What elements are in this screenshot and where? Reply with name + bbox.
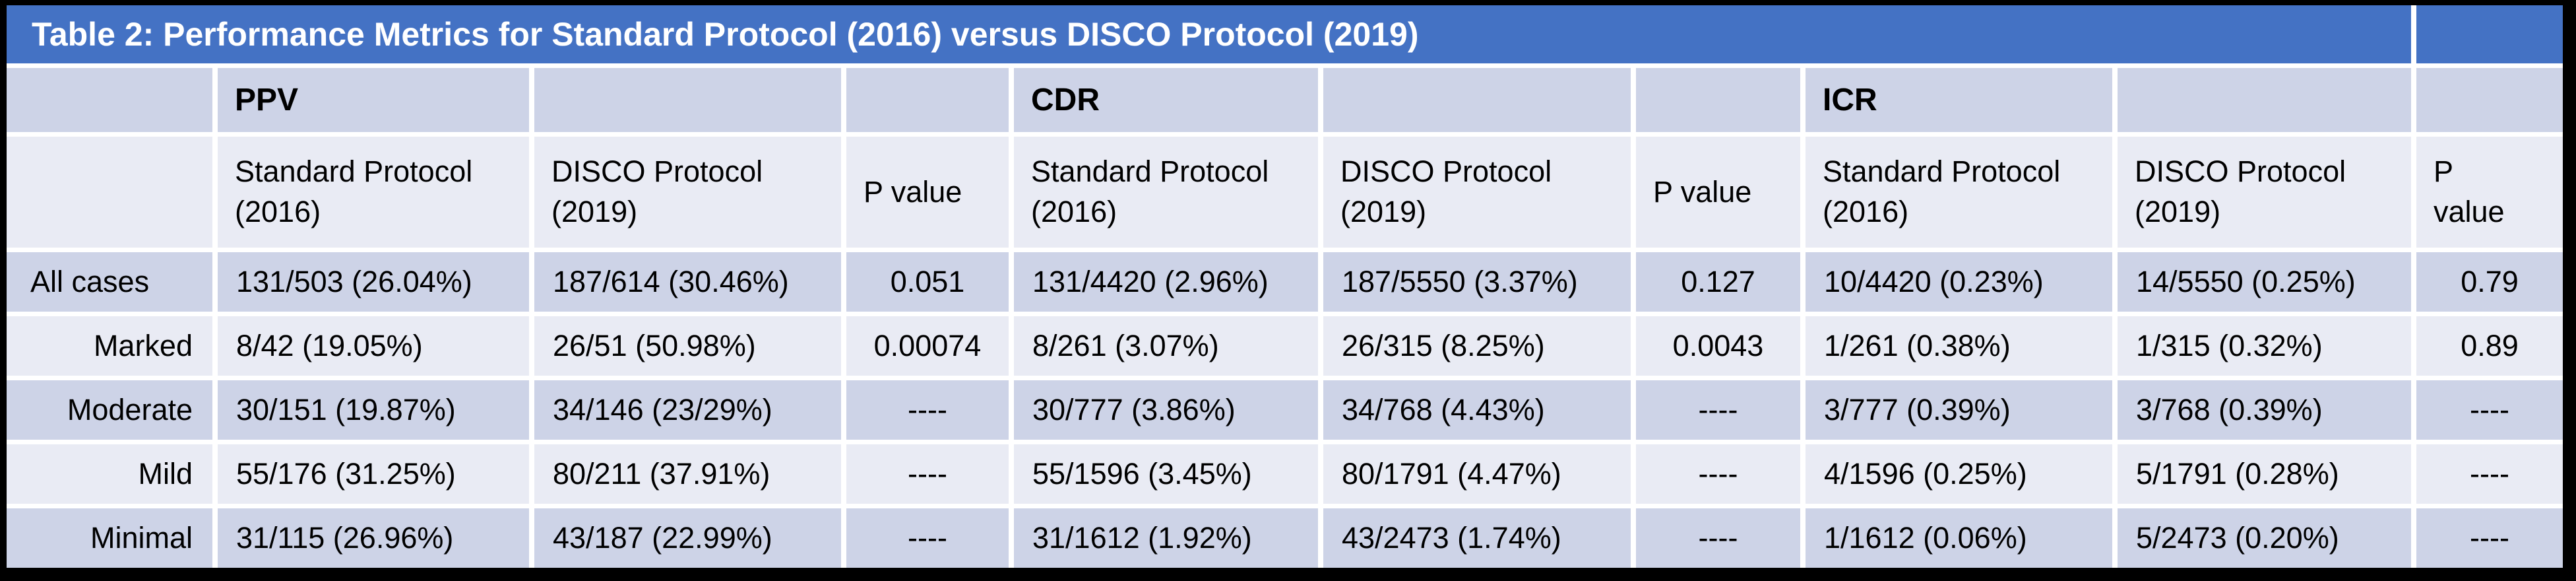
empty-header-cell — [2416, 68, 2563, 132]
data-cell: ---- — [846, 380, 1009, 440]
data-cell: 131/4420 (2.96%) — [1014, 252, 1318, 312]
row-label: Minimal — [7, 508, 212, 568]
data-cell: 1/261 (0.38%) — [1806, 316, 2112, 376]
data-cell: 34/146 (23/29%) — [534, 380, 841, 440]
row-label: Mild — [7, 444, 212, 504]
empty-header-cell — [1636, 68, 1800, 132]
data-cell: ---- — [2416, 444, 2563, 504]
data-cell: 131/503 (26.04%) — [218, 252, 529, 312]
subheader-icr-standard-protocol: Standard Protocol (2016) — [1806, 137, 2112, 248]
data-cell: 0.0043 — [1636, 316, 1800, 376]
data-cell: 3/777 (0.39%) — [1806, 380, 2112, 440]
data-cell: 8/261 (3.07%) — [1014, 316, 1318, 376]
data-cell: 3/768 (0.39%) — [2118, 380, 2411, 440]
data-cell: 8/42 (19.05%) — [218, 316, 529, 376]
row-label: All cases — [7, 252, 212, 312]
group-header-icr: ICR — [1806, 68, 2112, 132]
data-cell: ---- — [2416, 380, 2563, 440]
data-cell: 43/187 (22.99%) — [534, 508, 841, 568]
data-cell: ---- — [846, 444, 1009, 504]
row-label: Moderate — [7, 380, 212, 440]
data-cell: ---- — [1636, 508, 1800, 568]
data-cell: 1/1612 (0.06%) — [1806, 508, 2112, 568]
empty-header-cell — [7, 68, 212, 132]
data-cell: 26/51 (50.98%) — [534, 316, 841, 376]
data-cell: 10/4420 (0.23%) — [1806, 252, 2112, 312]
data-cell: 43/2473 (1.74%) — [1323, 508, 1631, 568]
row-label: Marked — [7, 316, 212, 376]
data-cell: 0.89 — [2416, 316, 2563, 376]
table-title-end-cap — [2416, 5, 2563, 63]
data-cell: 1/315 (0.32%) — [2118, 316, 2411, 376]
data-cell: 0.79 — [2416, 252, 2563, 312]
data-cell: 0.051 — [846, 252, 1009, 312]
subheader-ppv-p-value: P value — [846, 137, 1009, 248]
data-cell: 30/777 (3.86%) — [1014, 380, 1318, 440]
data-cell: 80/211 (37.91%) — [534, 444, 841, 504]
empty-header-cell — [846, 68, 1009, 132]
data-cell: 31/115 (26.96%) — [218, 508, 529, 568]
subheader-cdr-standard-protocol: Standard Protocol (2016) — [1014, 137, 1318, 248]
empty-header-cell — [2118, 68, 2411, 132]
data-cell: ---- — [846, 508, 1009, 568]
group-header-ppv: PPV — [218, 68, 529, 132]
data-cell: 5/2473 (0.20%) — [2118, 508, 2411, 568]
subheader-ppv-disco-protocol: DISCO Protocol (2019) — [534, 137, 841, 248]
data-cell: 55/176 (31.25%) — [218, 444, 529, 504]
data-cell: 187/614 (30.46%) — [534, 252, 841, 312]
group-header-cdr: CDR — [1014, 68, 1318, 132]
data-cell: 4/1596 (0.25%) — [1806, 444, 2112, 504]
data-cell: 26/315 (8.25%) — [1323, 316, 1631, 376]
empty-header-cell — [1323, 68, 1631, 132]
data-cell: 34/768 (4.43%) — [1323, 380, 1631, 440]
data-cell: 80/1791 (4.47%) — [1323, 444, 1631, 504]
data-cell: 0.00074 — [846, 316, 1009, 376]
data-cell: 31/1612 (1.92%) — [1014, 508, 1318, 568]
data-cell: 5/1791 (0.28%) — [2118, 444, 2411, 504]
performance-metrics-table: Table 2: Performance Metrics for Standar… — [7, 5, 2563, 568]
data-cell: 14/5550 (0.25%) — [2118, 252, 2411, 312]
subheader-cdr-disco-protocol: DISCO Protocol (2019) — [1323, 137, 1631, 248]
data-cell: 55/1596 (3.45%) — [1014, 444, 1318, 504]
subheader-cdr-p-value: P value — [1636, 137, 1800, 248]
table-title: Table 2: Performance Metrics for Standar… — [7, 5, 2411, 63]
data-cell: 0.127 — [1636, 252, 1800, 312]
subheader-icr-p-value: P value — [2416, 137, 2563, 248]
data-cell: 187/5550 (3.37%) — [1323, 252, 1631, 312]
subheader-ppv-standard-protocol: Standard Protocol (2016) — [218, 137, 529, 248]
data-cell: ---- — [1636, 444, 1800, 504]
data-cell: ---- — [2416, 508, 2563, 568]
data-cell: ---- — [1636, 380, 1800, 440]
empty-header-cell — [7, 137, 212, 248]
empty-header-cell — [534, 68, 841, 132]
subheader-icr-disco-protocol: DISCO Protocol (2019) — [2118, 137, 2411, 248]
data-cell: 30/151 (19.87%) — [218, 380, 529, 440]
